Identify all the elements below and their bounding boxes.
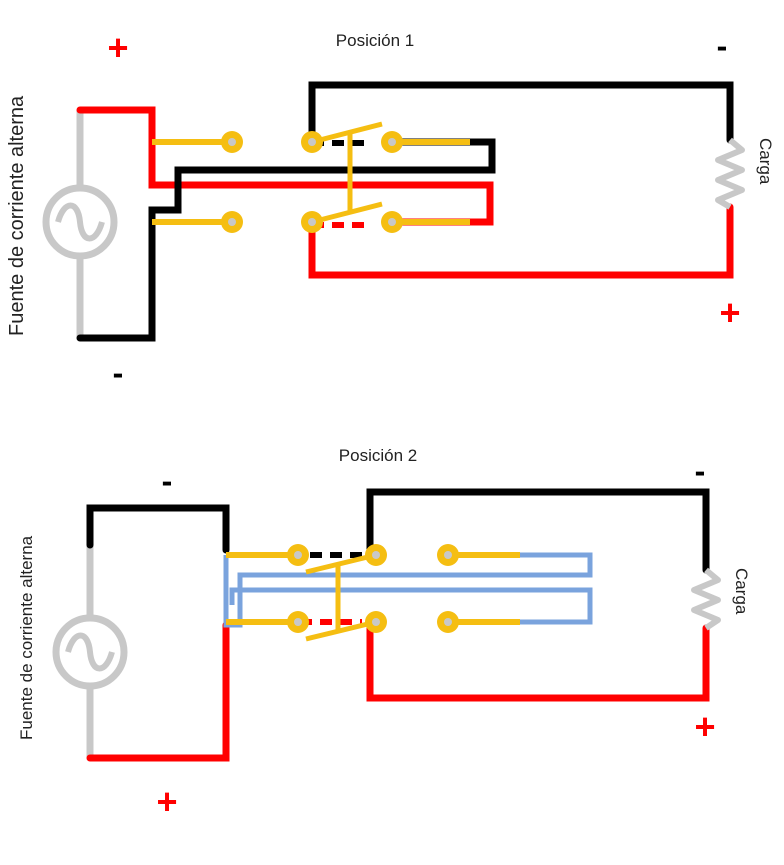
crossed-wire-2 — [223, 552, 593, 628]
diagram-position-1: Posición 1 — [6, 27, 775, 391]
diagram-2-title: Posición 2 — [339, 446, 417, 465]
sine-wave-icon — [55, 202, 105, 242]
sine-wave-icon — [65, 632, 115, 672]
ac-source-2 — [52, 545, 128, 758]
negative-wire-2 — [86, 488, 710, 574]
diagram-position-2: Posición 2 — [17, 446, 751, 822]
diagram-2-source-plus: + — [156, 781, 177, 822]
diagram-2-load-plus: + — [694, 706, 715, 747]
switch-2 — [226, 544, 520, 642]
diagram-2-source-minus: - — [162, 463, 173, 499]
positive-wire-2 — [86, 619, 710, 762]
diagram-1-load-label: Carga — [756, 138, 775, 185]
diagram-1-title: Posición 1 — [336, 31, 414, 50]
load-1-resistor-icon — [715, 137, 745, 210]
negative-wire-1 — [76, 81, 734, 342]
diagram-1-source-minus: - — [113, 355, 124, 391]
diagram-2-source-label: Fuente de corriente alterna — [17, 535, 36, 740]
diagram-1-load-plus: + — [719, 292, 740, 333]
diagram-2-load-minus: - — [695, 453, 706, 489]
switch-1 — [152, 121, 470, 233]
diagram-2-load-label: Carga — [732, 568, 751, 615]
diagram-1-source-plus: + — [107, 27, 128, 68]
load-2-resistor-icon — [691, 567, 721, 631]
diagram-1-source-label: Fuente de corriente alterna — [6, 95, 28, 336]
diagram-1-load-minus: - — [717, 28, 728, 64]
ac-source-1 — [42, 110, 118, 338]
